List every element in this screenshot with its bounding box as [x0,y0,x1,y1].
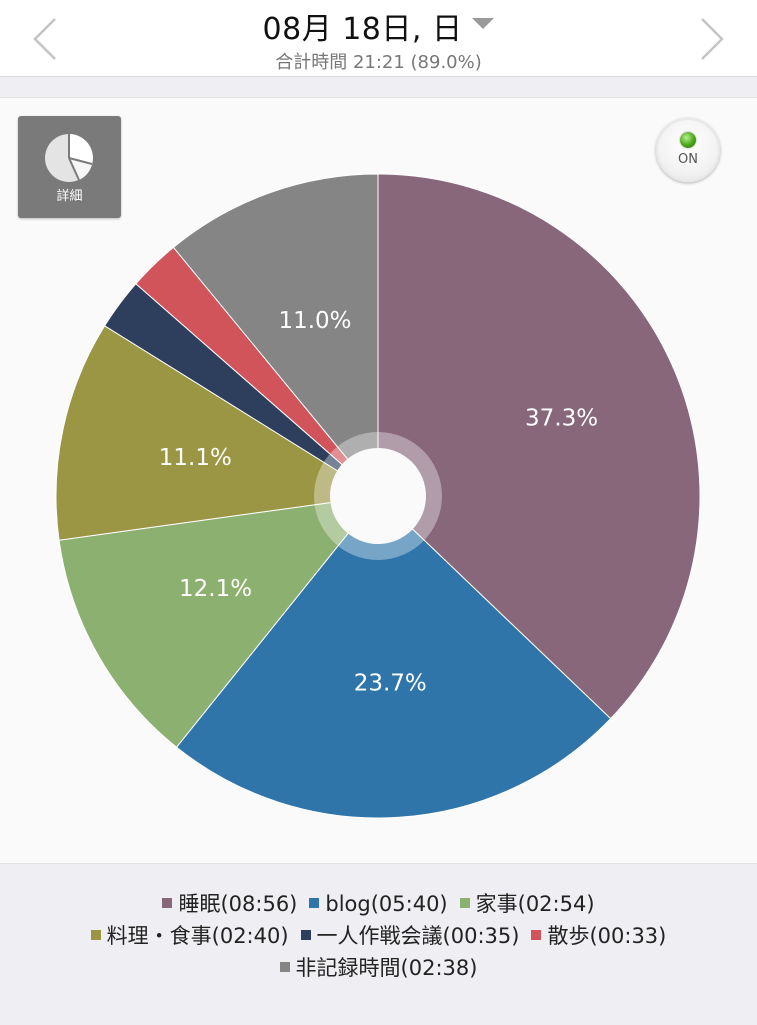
legend-item[interactable]: 散歩(00:33) [531,920,666,950]
legend-item[interactable]: 料理・食事(02:40) [90,920,289,950]
legend-swatch [531,930,542,940]
legend-label: 散歩(00:33) [547,924,667,948]
legend-swatch [309,898,320,908]
caret-down-icon [472,18,495,29]
detail-button-label: 詳細 [56,189,83,204]
legend-swatch [300,930,311,940]
chevron-left-icon [33,18,56,60]
date-title: 08月 18日, 日 [262,12,463,47]
pie-chart[interactable]: 37.3% 23.7% 12.1% 11.1% 11.0% [0,98,757,863]
detail-button[interactable]: 詳細 [18,116,121,218]
legend-item[interactable]: 睡眠(08:56) [162,888,297,918]
slice-value-label: 11.1% [159,445,232,471]
legend-label: 睡眠(08:56) [178,892,298,916]
legend-label: 家事(02:54) [475,892,595,916]
slice-value-label: 23.7% [354,670,427,696]
header-separator [0,77,757,98]
pie-slice[interactable] [58,495,380,748]
legend-item[interactable]: 家事(02:54) [459,888,595,918]
legend-item[interactable]: 一人作戦会議(00:35) [300,920,520,950]
donut-hole [330,448,426,544]
date-title-button[interactable]: 08月 18日, 日 [0,4,757,48]
legend-label: 非記録時間(02:38) [295,956,478,980]
slice-value-label: 11.0% [278,308,351,334]
slice-value-label: 37.3% [525,406,598,432]
chevron-right-icon [701,18,724,60]
legend-label: blog(05:40) [325,892,448,916]
status-led-icon [680,132,696,148]
legend-row: 料理・食事(02:40) 一人作戦会議(00:35) 散歩(00:33) [0,920,757,950]
legend-swatch [279,962,290,972]
legend-swatch [90,930,101,940]
on-toggle[interactable]: ON [656,118,720,182]
legend-label: 料理・食事(02:40) [106,924,289,948]
total-time-summary: 合計時間 21:21 (89.0%) [275,52,482,73]
chart-legend: 睡眠(08:56) blog(05:40) 家事(02:54) 料理・食事(02:40… [0,863,757,1025]
next-day-button[interactable] [695,14,729,64]
legend-row: 非記録時間(02:38) [0,952,757,982]
previous-day-button[interactable] [28,14,62,64]
legend-swatch [162,898,173,908]
pie-chart-icon [45,134,93,182]
legend-item[interactable]: 非記録時間(02:38) [279,952,478,982]
pie-slice[interactable] [55,325,380,541]
header-bar: 08月 18日, 日 合計時間 21:21 (89.0%) [0,0,757,77]
legend-swatch [459,898,470,908]
legend-row: 睡眠(08:56) blog(05:40) 家事(02:54) [0,888,757,918]
pie-slice[interactable] [175,495,612,819]
pie-slice[interactable] [377,173,701,720]
legend-label: 一人作戦会議(00:35) [316,924,520,948]
legend-item[interactable]: blog(05:40) [309,892,448,916]
pie-slice[interactable] [172,173,379,498]
on-toggle-label: ON [678,152,698,167]
slice-value-label: 12.1% [179,576,252,602]
